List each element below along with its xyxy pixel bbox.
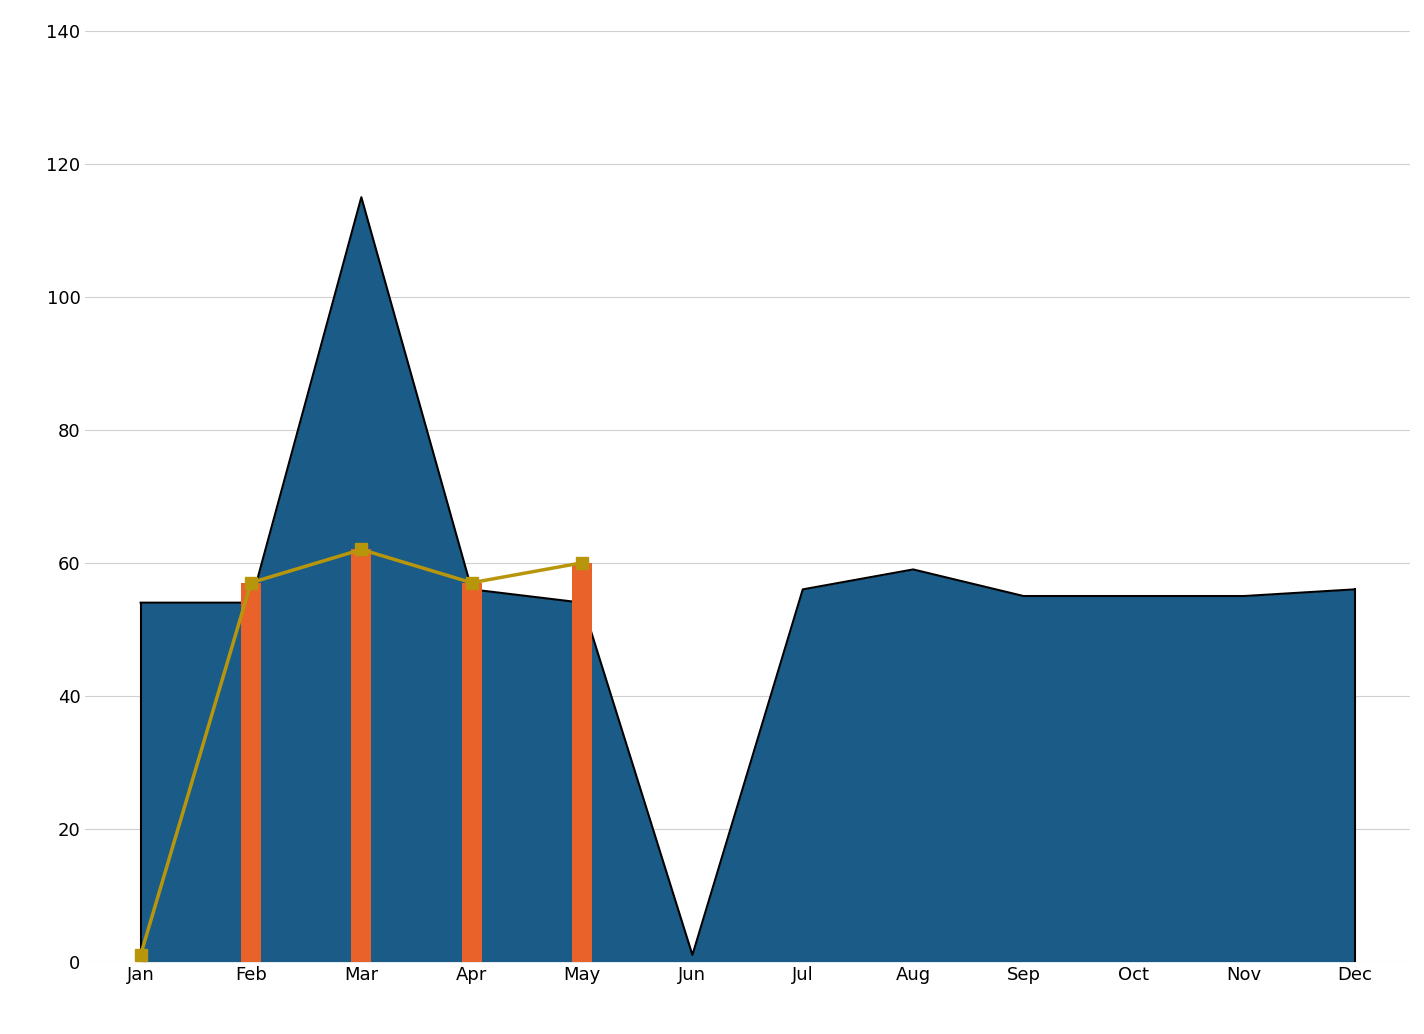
Bar <box>352 549 372 962</box>
Bar <box>572 562 592 962</box>
Bar <box>461 583 481 962</box>
Bar <box>241 583 261 962</box>
